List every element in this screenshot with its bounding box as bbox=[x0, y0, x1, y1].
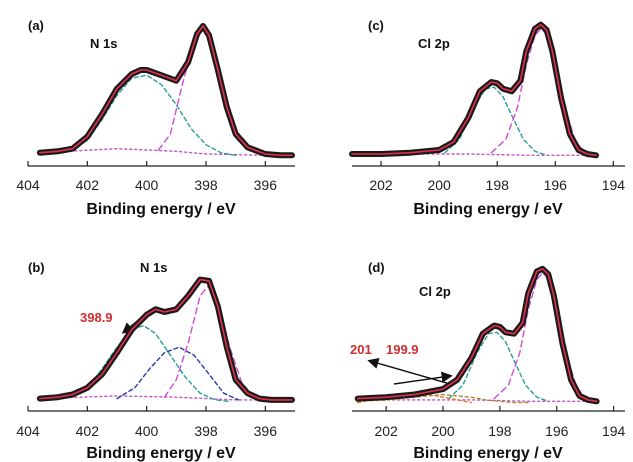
x-tick-label: 200 bbox=[431, 423, 455, 439]
panel-label: (c) bbox=[368, 18, 384, 33]
plot-area bbox=[354, 265, 600, 405]
panel-label: (b) bbox=[28, 260, 45, 275]
annotation-201: 201 bbox=[350, 342, 372, 357]
x-axis-label: Binding energy / eV bbox=[86, 201, 236, 218]
chart-title: N 1s bbox=[140, 260, 167, 275]
series-background-5 bbox=[39, 395, 293, 401]
series-component-2 bbox=[71, 324, 231, 402]
panel-c: (c) Cl 2p Binding energy / eV 202 200 198 1… bbox=[349, 18, 625, 218]
series-background-6 bbox=[357, 399, 598, 402]
panel-label: (a) bbox=[28, 18, 44, 33]
annotation-arrow-201 bbox=[367, 357, 451, 385]
x-tick-label: 194 bbox=[602, 177, 626, 193]
series-component-2 bbox=[448, 331, 549, 402]
series-component-2 bbox=[444, 86, 548, 157]
x-ticks: 202 200 198 196 194 bbox=[369, 161, 625, 193]
panel-d: (d) Cl 2p Binding energy / eV 201 199.9 … bbox=[350, 260, 626, 462]
x-axis-label: Binding energy / eV bbox=[413, 201, 563, 218]
x-tick-label: 396 bbox=[254, 177, 278, 193]
x-tick-label: 404 bbox=[16, 177, 40, 193]
series-measured-0 bbox=[36, 276, 295, 403]
annotation-199-9: 199.9 bbox=[386, 342, 419, 357]
x-tick-label: 202 bbox=[374, 423, 398, 439]
chart-title: Cl 2p bbox=[419, 284, 451, 299]
x-tick-label: 196 bbox=[545, 423, 569, 439]
series-component-2 bbox=[62, 74, 237, 157]
x-tick-label: 404 bbox=[16, 423, 40, 439]
series-component-3 bbox=[157, 29, 261, 155]
plot-area bbox=[36, 276, 295, 403]
x-tick-label: 402 bbox=[76, 423, 100, 439]
annotation-arrow-199-9 bbox=[393, 371, 453, 385]
x-tick-label: 396 bbox=[254, 423, 278, 439]
x-tick-label: 202 bbox=[369, 177, 393, 193]
panel-a: (a) N 1s Binding energy / eV 404 402 400 39… bbox=[16, 18, 295, 218]
panel-label: (d) bbox=[368, 260, 385, 275]
series-fit-1 bbox=[39, 278, 293, 401]
plot-area bbox=[349, 21, 599, 159]
plot-area bbox=[36, 23, 295, 159]
x-tick-label: 398 bbox=[194, 177, 218, 193]
x-ticks: 404 402 400 398 396 bbox=[16, 161, 277, 193]
series-component-3 bbox=[116, 346, 240, 401]
series-fit-1 bbox=[356, 267, 598, 403]
x-axis-label: Binding energy / eV bbox=[413, 445, 563, 462]
x-axis-label: Binding energy / eV bbox=[86, 445, 236, 462]
x-tick-label: 200 bbox=[427, 177, 451, 193]
x-tick-label: 196 bbox=[544, 177, 568, 193]
x-tick-label: 400 bbox=[135, 177, 159, 193]
series-fit-1 bbox=[39, 25, 293, 157]
series-fit-1 bbox=[351, 23, 597, 157]
x-ticks: 202 200 198 196 194 bbox=[374, 406, 626, 439]
x-tick-label: 400 bbox=[135, 423, 159, 439]
x-tick-label: 194 bbox=[602, 423, 626, 439]
x-tick-label: 402 bbox=[76, 177, 100, 193]
annotation-398-9: 398.9 bbox=[80, 310, 113, 325]
x-ticks: 404 402 400 398 396 bbox=[16, 406, 277, 439]
series-background-4 bbox=[351, 153, 597, 157]
x-tick-label: 198 bbox=[486, 177, 510, 193]
chart-title: Cl 2p bbox=[418, 36, 450, 51]
panel-b: (b) N 1s Binding energy / eV 398.9 404 40… bbox=[16, 260, 295, 462]
chart-title: N 1s bbox=[90, 36, 117, 51]
x-tick-label: 198 bbox=[488, 423, 512, 439]
x-tick-label: 398 bbox=[194, 423, 218, 439]
